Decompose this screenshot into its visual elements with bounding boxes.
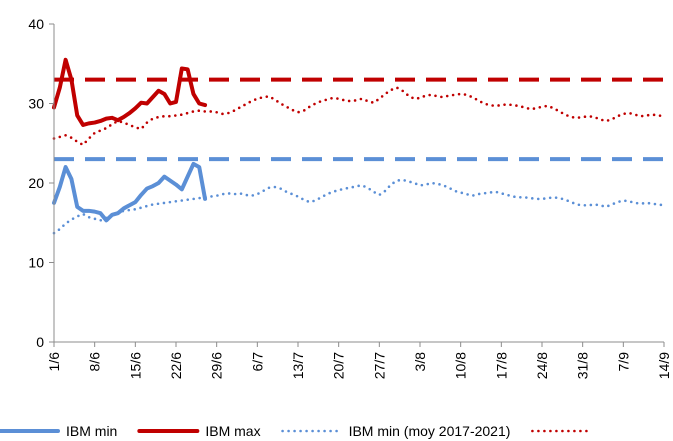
x-tick-label: 10/8 bbox=[453, 352, 469, 379]
series-line-3 bbox=[52, 86, 666, 147]
x-tick-label: 15/6 bbox=[127, 352, 143, 379]
y-tick-label: 0 bbox=[36, 334, 44, 350]
y-tick-label: 30 bbox=[28, 96, 44, 112]
x-tick-label: 14/9 bbox=[656, 352, 672, 379]
legend-label: IBM min (moy 2017-2021) bbox=[349, 423, 511, 439]
legend-item-2: IBM min (moy 2017-2021) bbox=[281, 423, 511, 439]
legend-item-1: IBM max bbox=[137, 423, 261, 439]
x-tick-label: 29/6 bbox=[209, 352, 225, 379]
chart-legend: IBM min IBM max IBM min (moy 2017-2021) bbox=[0, 423, 592, 439]
x-tick-label: 13/7 bbox=[290, 352, 306, 379]
legend-label: IBM min bbox=[66, 423, 117, 439]
legend-item-0: IBM min bbox=[0, 423, 117, 439]
series-line-2 bbox=[52, 178, 666, 235]
plot-area bbox=[52, 57, 666, 235]
x-axis: 1/6 8/6 15/6 22/6 29/6 6/7 13/7 20/7 27/7 3/8 10/8… bbox=[46, 341, 672, 379]
y-tick-label: 20 bbox=[28, 175, 44, 191]
x-tick-label: 20/7 bbox=[331, 352, 347, 379]
x-tick-label: 22/6 bbox=[168, 352, 184, 379]
x-tick-label: 27/7 bbox=[371, 352, 387, 379]
x-tick-label: 31/8 bbox=[575, 352, 591, 379]
x-tick-label: 6/7 bbox=[249, 352, 265, 372]
x-tick-label: 24/8 bbox=[534, 352, 550, 379]
y-axis: 0 10 20 30 40 bbox=[28, 16, 55, 350]
x-tick-label: 8/6 bbox=[87, 352, 103, 372]
x-tick-label: 3/8 bbox=[412, 352, 428, 372]
x-tick-label: 17/8 bbox=[493, 352, 509, 379]
x-tick-label: 1/6 bbox=[46, 352, 62, 372]
legend-label: IBM max bbox=[205, 423, 260, 439]
y-tick-label: 10 bbox=[28, 255, 44, 271]
series-line-0 bbox=[52, 161, 208, 223]
y-tick-label: 40 bbox=[28, 16, 44, 32]
x-tick-label: 7/9 bbox=[615, 352, 631, 372]
